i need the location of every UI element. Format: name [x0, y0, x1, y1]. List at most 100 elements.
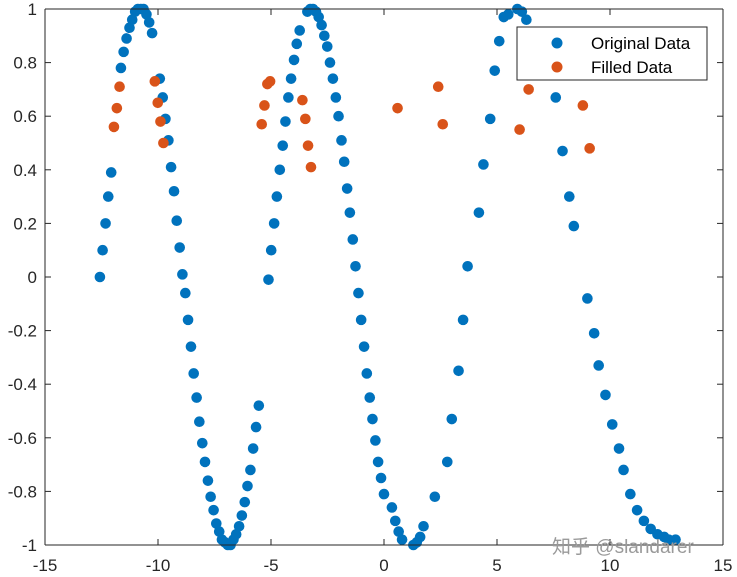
data-point-original	[453, 365, 464, 377]
data-point-original	[344, 207, 356, 218]
data-point-original	[446, 413, 458, 425]
legend-box	[516, 26, 708, 81]
data-point-original	[367, 413, 378, 425]
plot-area	[45, 9, 723, 545]
data-point-original	[146, 27, 158, 39]
data-point-original	[271, 191, 283, 202]
data-point-original	[253, 400, 265, 411]
data-point-original	[274, 164, 286, 176]
data-point-filled	[259, 100, 270, 111]
data-point-filled	[577, 100, 589, 111]
data-point-original	[265, 244, 277, 256]
data-point-original	[355, 314, 367, 326]
data-point-original	[521, 14, 532, 26]
y-tick-label: -1	[22, 536, 37, 555]
data-point-original	[102, 191, 114, 202]
data-point-original	[353, 287, 364, 299]
legend: Original Data Filled Data	[516, 26, 708, 81]
data-point-original	[370, 435, 381, 446]
data-point-original	[600, 389, 611, 401]
data-point-filled	[523, 84, 534, 95]
data-point-original	[268, 218, 280, 229]
x-tick-label: -15	[33, 556, 58, 575]
data-point-original	[316, 19, 327, 31]
ticks-layer: -15 -10 -5 0 5 10 15 -1 -0.8 -0.6 -0.4 -0.2 0 0.2 0.4 0…	[8, 0, 733, 575]
y-tick-label: -0.2	[8, 322, 37, 341]
data-point-original	[341, 183, 353, 194]
x-tick-label: 5	[492, 556, 501, 575]
data-point-filled	[297, 94, 308, 106]
data-point-original	[441, 456, 453, 468]
data-point-original	[199, 456, 211, 468]
data-point-original	[321, 41, 333, 52]
data-point-original	[631, 504, 643, 516]
data-point-original	[390, 515, 401, 527]
data-point-original	[171, 215, 183, 227]
data-point-original	[105, 167, 117, 178]
data-point-original	[324, 57, 336, 68]
data-point-original	[457, 314, 469, 326]
data-point-original	[213, 526, 225, 537]
data-point-original	[288, 54, 300, 66]
data-point-original	[202, 475, 214, 486]
x-tick-label: -10	[146, 556, 171, 575]
data-point-original	[386, 502, 398, 513]
data-point-original	[197, 437, 208, 449]
data-point-original	[372, 456, 384, 468]
data-point-original	[396, 534, 408, 545]
data-point-original	[177, 269, 188, 280]
data-point-original	[242, 480, 253, 492]
data-point-original	[613, 443, 625, 454]
data-point-filled	[111, 102, 123, 114]
data-point-filled	[584, 143, 595, 154]
data-point-filled	[256, 118, 268, 130]
data-point-original	[330, 92, 342, 103]
data-point-filled	[392, 102, 403, 114]
x-tick-label: 15	[714, 556, 733, 575]
y-tick-label: -0.8	[8, 482, 37, 501]
data-point-filled	[149, 76, 161, 87]
data-point-original	[333, 110, 344, 122]
data-point-original	[191, 392, 202, 403]
x-tick-label: 0	[379, 556, 388, 575]
data-point-original	[285, 73, 297, 84]
data-point-original	[593, 360, 604, 371]
data-point-original	[327, 73, 339, 84]
data-point-filled	[152, 97, 164, 109]
data-point-original	[493, 35, 505, 47]
data-point-original	[182, 314, 194, 326]
data-point-original	[414, 531, 426, 543]
data-point-original	[233, 520, 245, 532]
data-point-original	[277, 140, 289, 151]
x-tick-label: 10	[601, 556, 620, 575]
data-point-original	[250, 421, 262, 433]
data-point-original	[484, 113, 496, 125]
data-point-filled	[432, 81, 444, 93]
y-tick-label: 0	[28, 268, 37, 287]
y-tick-label: 0.8	[13, 54, 37, 73]
y-tick-label: 0.2	[13, 214, 37, 233]
data-point-original	[489, 65, 501, 76]
data-points-layer	[94, 3, 681, 551]
data-point-original	[319, 30, 330, 42]
data-point-filled	[437, 118, 449, 130]
data-point-filled	[158, 137, 169, 149]
data-point-original	[550, 92, 562, 103]
legend-label-original: Original Data	[591, 34, 691, 53]
data-point-original	[338, 156, 350, 168]
data-point-original	[239, 496, 251, 508]
data-point-original	[606, 419, 618, 430]
data-point-filled	[114, 81, 125, 93]
data-point-original	[503, 9, 514, 20]
data-point-original	[418, 520, 429, 532]
data-point-original	[118, 46, 129, 58]
data-point-filled	[155, 116, 166, 127]
data-point-original	[638, 515, 650, 527]
watermark: 知乎 @slandarer	[552, 536, 694, 558]
data-point-original	[188, 368, 200, 379]
data-point-original	[247, 443, 259, 454]
data-point-original	[185, 341, 197, 352]
data-point-original	[141, 9, 152, 20]
data-point-original	[174, 242, 185, 253]
data-point-original	[94, 271, 106, 283]
